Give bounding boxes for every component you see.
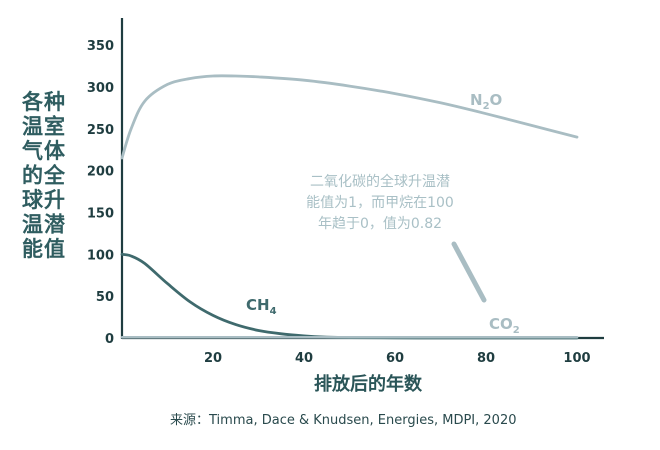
annotation-line: 年趋于0，值为0.82 bbox=[318, 216, 442, 232]
x-axis-title: 排放后的年数 bbox=[314, 373, 423, 395]
x-tick-label: 20 bbox=[204, 351, 222, 366]
y-axis-title-line: 温潜 bbox=[22, 213, 66, 237]
y-tick-labels: 0 50 100 150 200 250 300 350 bbox=[87, 39, 114, 347]
y-tick-label: 200 bbox=[87, 165, 114, 180]
y-tick-label: 150 bbox=[87, 206, 114, 221]
series-label-ch4: CH4 bbox=[246, 296, 277, 317]
y-axis-title-line: 温室 bbox=[22, 115, 66, 139]
y-tick-label: 0 bbox=[105, 332, 114, 347]
y-axis-title-line: 的全 bbox=[22, 164, 66, 188]
series-label-n2o: N2O bbox=[470, 91, 502, 112]
x-tick-label: 100 bbox=[563, 351, 590, 366]
y-axis-title-line: 能值 bbox=[22, 237, 66, 261]
y-axis-title-line: 各种 bbox=[21, 90, 66, 114]
y-tick-label: 50 bbox=[96, 290, 114, 305]
y-tick-label: 250 bbox=[87, 123, 114, 138]
x-tick-label: 60 bbox=[386, 351, 404, 366]
annotation-line: 能值为1，而甲烷在100 bbox=[306, 195, 454, 211]
y-tick-label: 350 bbox=[87, 39, 114, 54]
y-axis-title-line: 球升 bbox=[22, 188, 66, 212]
series-lines bbox=[120, 74, 579, 340]
y-tick-label: 100 bbox=[87, 248, 114, 263]
x-tick-label: 80 bbox=[477, 351, 495, 366]
annotation-line: 二氧化碳的全球升温潜 bbox=[310, 173, 450, 190]
y-tick-label: 300 bbox=[87, 81, 114, 96]
series-label-co2: CO2 bbox=[489, 315, 520, 336]
x-tick-labels: 20 40 60 80 100 bbox=[204, 351, 591, 366]
x-tick-label: 40 bbox=[295, 351, 313, 366]
source-caption: 来源：Timma, Dace & Knudsen, Energies, MDPI… bbox=[170, 413, 516, 428]
annotation-pointer bbox=[451, 241, 487, 303]
y-axis-title-line: 气体 bbox=[21, 139, 66, 163]
series-line-n2o bbox=[120, 74, 579, 160]
